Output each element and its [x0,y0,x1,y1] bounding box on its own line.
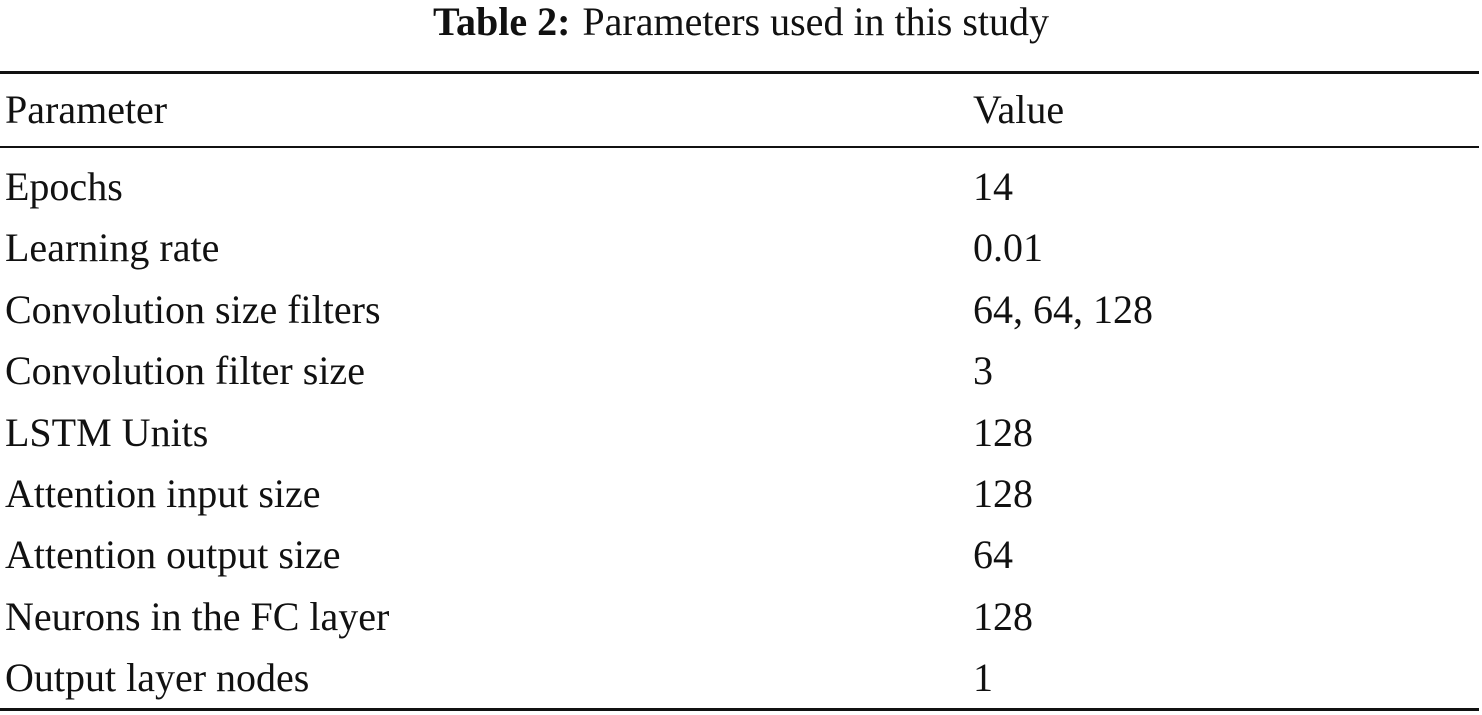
header-cell: Parameter [5,87,168,132]
value-cell: 128 [973,409,1033,455]
value-cell: 14 [973,164,1013,209]
parameter-cell: Learning rate [5,225,220,271]
value-cell: 3 [973,348,993,394]
value-cell: 64 [973,532,1013,578]
caption-text: Parameters used in this study [582,0,1050,44]
parameter-cell: Epochs [5,164,123,209]
parameter-cell: Convolution filter size [5,348,365,394]
parameter-cell: Neurons in the FC layer [5,593,390,639]
value-cell: 128 [973,593,1033,639]
top-rule [0,71,1479,74]
mid-rule [0,146,1479,148]
value-cell: 0.01 [973,225,1043,271]
parameter-cell: Convolution size filters [5,286,381,332]
bottom-rule [0,708,1479,711]
parameter-cell: LSTM Units [5,409,209,455]
header-cell: Value [973,87,1065,132]
value-cell: 64, 64, 128 [973,286,1153,332]
parameter-cell: Attention input size [5,471,321,516]
table-caption: Table 2: Parameters used in this study [0,2,1482,42]
parameter-cell: Attention output size [5,532,341,578]
parameter-cell: Output layer nodes [5,655,310,701]
caption-label: Table 2: [432,0,571,44]
value-cell: 128 [973,471,1033,516]
value-cell: 1 [973,655,993,701]
